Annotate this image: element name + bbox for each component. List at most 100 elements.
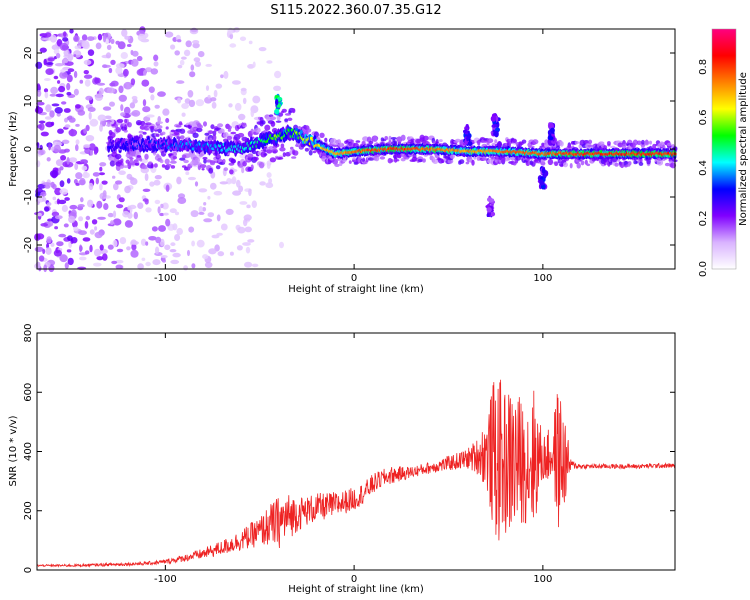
spectrogram-halo-cell [226, 135, 233, 140]
spectrogram-halo-cell [180, 135, 185, 140]
spectrogram-noise-cell [51, 103, 60, 107]
spectrogram-halo-cell [510, 156, 516, 161]
spectrogram-noise-cell [143, 116, 151, 122]
spectrogram-noise-cell [231, 80, 241, 85]
spectrogram-halo-cell [277, 157, 284, 160]
spectrogram-noise-cell [172, 223, 178, 231]
spectrogram-noise-cell [63, 108, 71, 113]
spectrogram-noise-cell [187, 90, 194, 98]
spectrogram-noise-cell [194, 181, 199, 187]
spectrogram-noise-cell [122, 210, 130, 218]
spectrogram-noise-cell [123, 106, 131, 115]
spectrogram-halo-cell [292, 150, 299, 156]
spectrogram-noise-cell [181, 56, 187, 60]
spectrogram-noise-cell [44, 78, 51, 81]
spectrogram-noise-cell [88, 143, 96, 151]
spectrogram-halo-cell [203, 158, 207, 164]
spectrogram-noise-cell [252, 95, 261, 104]
spectrogram-x-ticks: -100 0 100 [154, 29, 552, 284]
spectrogram-noise-cell [137, 33, 147, 42]
spectrogram-spot-cell [550, 127, 555, 134]
spectrogram-noise-cell [106, 87, 116, 94]
spectrogram-noise-cell [236, 179, 241, 188]
spectrogram-halo-cell [390, 159, 394, 163]
spectrogram-halo-cell [500, 157, 506, 164]
spectrogram-noise-cell [64, 197, 70, 201]
spectrogram-noise-cell [223, 70, 229, 79]
spectrogram-halo-cell [280, 143, 285, 148]
spectrogram-noise-cell [164, 31, 174, 38]
spectrogram-noise-cell [43, 264, 48, 273]
spectrogram-halo-cell [656, 159, 664, 166]
spectrogram-halo-cell [194, 157, 200, 164]
y-tick-label: 10 [23, 95, 34, 108]
spectrogram-noise-cell [225, 208, 234, 215]
spectrogram-halo-cell [170, 165, 176, 169]
spectrogram-noise-cell [89, 118, 99, 127]
x-tick-label: 100 [533, 574, 552, 585]
spectrogram-noise-cell [99, 244, 104, 251]
spectrogram-noise-cell [211, 234, 220, 239]
spectrogram-halo-cell [287, 117, 293, 122]
spectrogram-noise-cell [153, 179, 161, 186]
spectrogram-halo-cell [422, 135, 429, 141]
spectrogram-noise-cell [266, 172, 272, 178]
spectrogram-noise-cell [83, 128, 87, 134]
spectrogram-noise-cell [68, 157, 78, 163]
spectrogram-halo-cell [253, 156, 259, 161]
spectrogram-noise-cell [145, 207, 152, 213]
spectrogram-noise-cell [107, 244, 114, 250]
spectrogram-noise-cell [162, 259, 166, 263]
y-tick-label: 0 [23, 567, 34, 573]
spectrogram-noise-cell [96, 200, 103, 209]
spectrogram-noise-cell [60, 69, 66, 73]
spectrogram-noise-cell [158, 225, 166, 232]
spectrogram-halo-cell [172, 156, 177, 159]
spectrogram-noise-cell [266, 60, 273, 64]
colorbar-label: Normalized spectral amplitude [738, 72, 749, 226]
spectrogram-spot-cell [275, 98, 279, 106]
spectrogram-halo-cell [247, 153, 254, 158]
spectrogram-halo-cell [190, 161, 194, 166]
spectrogram-noise-cell [47, 57, 55, 62]
spectrogram-noise-cell [44, 184, 51, 189]
spectrogram-noise-cell [67, 68, 75, 73]
spectrogram-halo-cell [139, 158, 143, 162]
spectrogram-noise-cell [157, 91, 166, 97]
spectrogram-halo-cell [222, 132, 229, 138]
spectrogram-noise-cell [63, 31, 67, 37]
spectrogram-noise-cell [38, 255, 45, 262]
spectrogram-noise-cell [79, 256, 87, 261]
spectrogram-noise-cell [191, 240, 196, 247]
spectrogram-halo-cell [379, 156, 386, 160]
spectrogram-halo-cell [134, 162, 140, 166]
spectrogram-halo-cell [312, 150, 317, 154]
spectrogram-halo-cell [471, 159, 475, 166]
spectrogram-noise-cell [211, 101, 217, 109]
spectrogram-halo-cell [141, 164, 148, 170]
spectrogram-noise-cell [46, 202, 52, 206]
spectrogram-noise-cell [116, 204, 124, 209]
spectrogram-noise-cell [242, 97, 247, 105]
snr-y-ticks: 0 200 400 600 800 [23, 323, 675, 573]
spectrogram-noise-cell [162, 202, 169, 210]
spectrogram-noise-cell [96, 256, 104, 261]
spectrogram-noise-cell [40, 37, 46, 41]
spectrogram-spot-cell [541, 168, 546, 174]
spectrogram-halo-cell [120, 158, 124, 163]
spectrogram-noise-cell [244, 261, 253, 268]
spectrogram-noise-cell [51, 146, 55, 151]
spectrogram-noise-cell [84, 250, 90, 255]
spectrogram-halo-cell [584, 159, 588, 165]
spectrogram-noise-cell [112, 210, 117, 218]
spectrogram-noise-cell [246, 204, 251, 209]
spectrogram-noise-cell [129, 176, 135, 181]
spectrogram-noise-cell [160, 255, 168, 259]
spectrogram-halo-cell [153, 126, 158, 130]
colorbar-tick-label: 0.8 [698, 59, 709, 75]
spectrogram-noise-cell [127, 205, 132, 211]
spectrogram-noise-cell [75, 104, 81, 109]
spectrogram-noise-cell [112, 175, 116, 179]
spectrogram-noise-cell [146, 114, 155, 118]
spectrogram-halo-cell [665, 163, 670, 167]
